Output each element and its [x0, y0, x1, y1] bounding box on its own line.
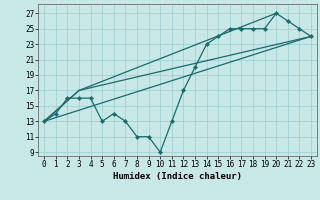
- X-axis label: Humidex (Indice chaleur): Humidex (Indice chaleur): [113, 172, 242, 181]
